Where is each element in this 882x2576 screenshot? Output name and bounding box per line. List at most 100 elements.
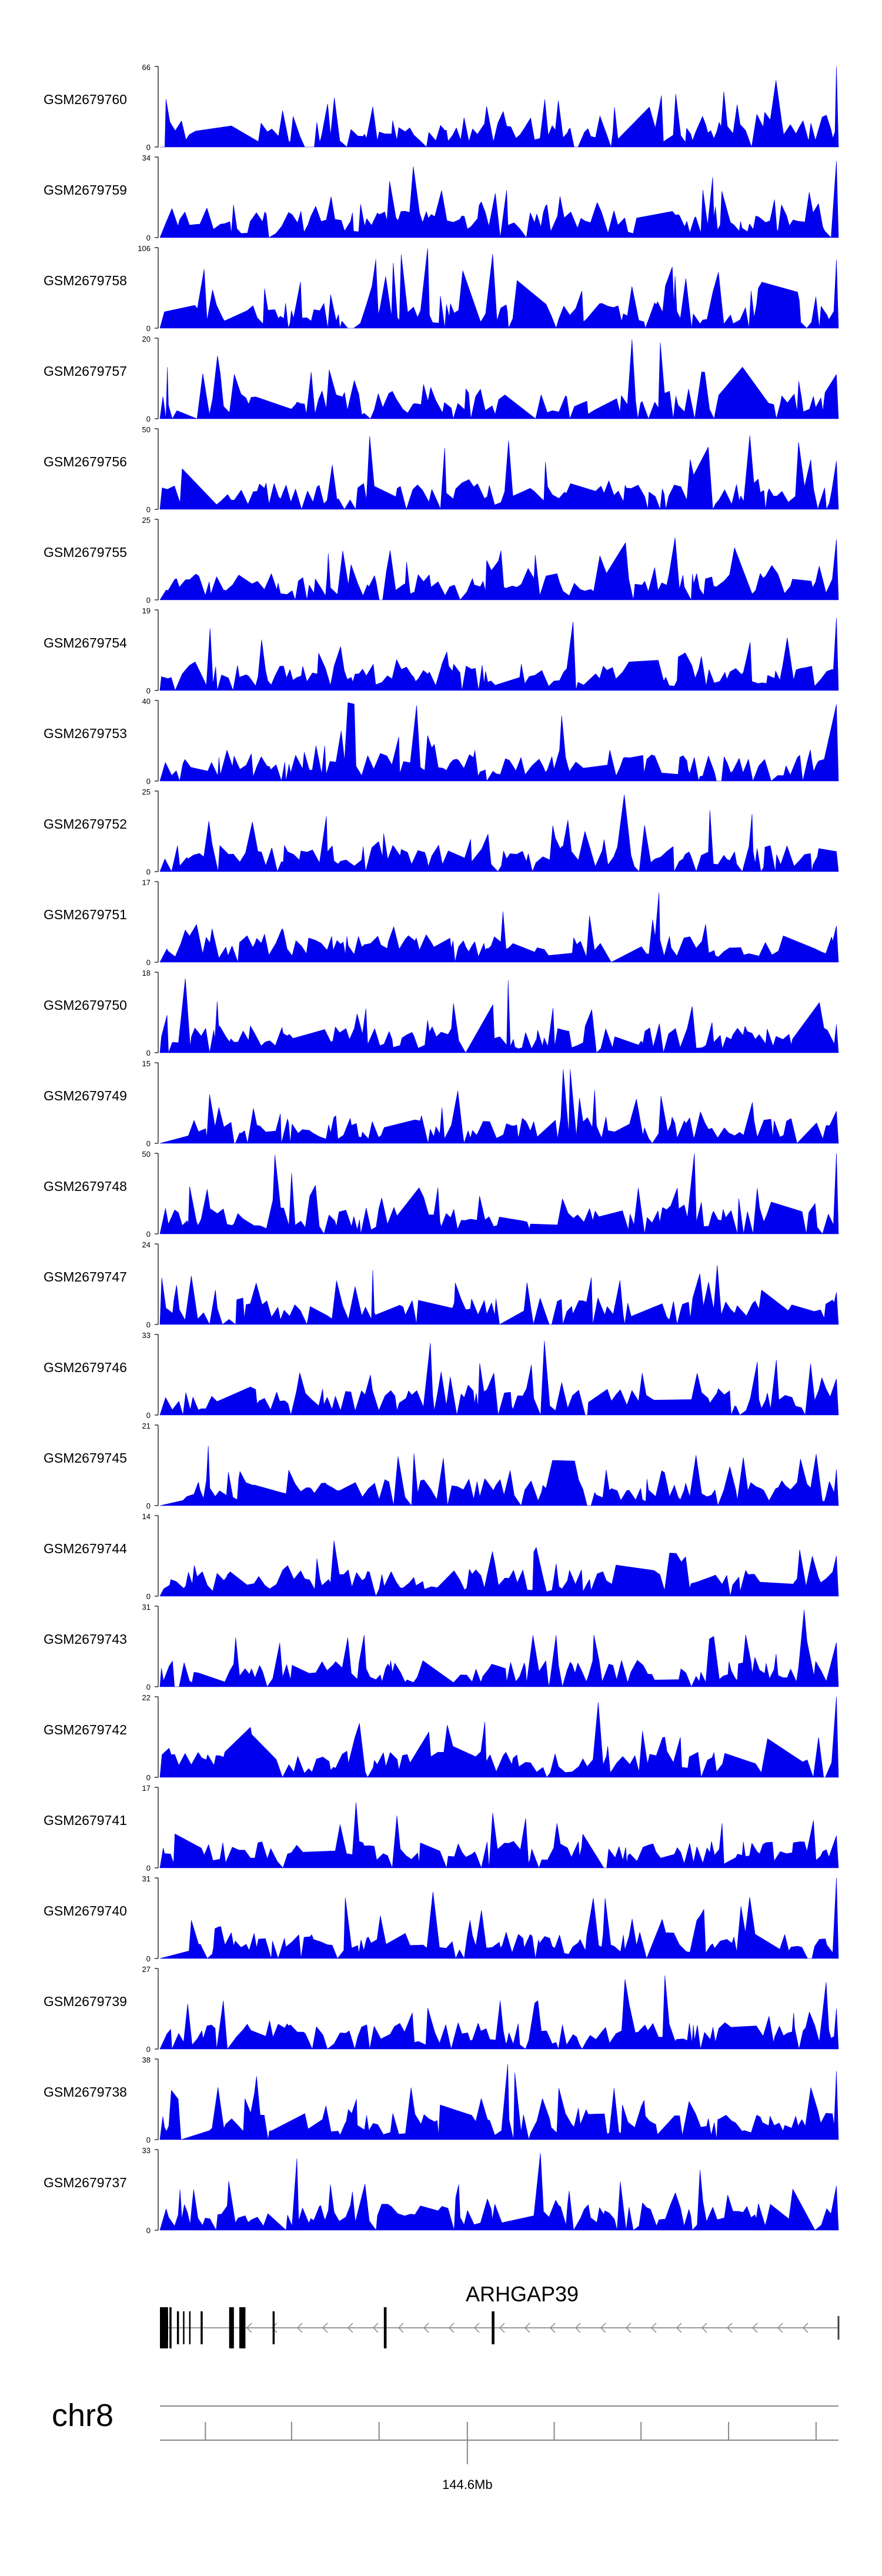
y-min-label: 0 [146,1049,151,1057]
track-label: GSM2679745 [44,1450,127,1466]
coverage-track: GSM2679737 33 0 [44,2146,839,2235]
y-min-label: 0 [146,324,151,333]
coverage-track: GSM2679757 20 0 [44,335,839,423]
strand-arrow [448,2323,455,2333]
strand-arrow [246,2323,252,2333]
strand-arrow [271,2323,278,2333]
track-label: GSM2679751 [44,907,127,922]
y-max-label: 14 [142,1512,151,1521]
coverage-track: GSM2679745 21 0 [44,1422,839,1510]
coverage-area [159,1446,839,1506]
track-label: GSM2679743 [44,1631,127,1647]
y-max-label: 66 [142,63,151,72]
coverage-area [159,1696,839,1778]
gene-exon [272,2311,275,2344]
coverage-area [159,1802,839,1868]
y-min-label: 0 [146,596,151,605]
y-max-label: 27 [142,1965,151,1974]
strand-arrow [701,2323,707,2333]
y-max-label: 25 [142,516,151,525]
gene-model [160,2307,840,2348]
track-label: GSM2679737 [44,2175,127,2190]
y-max-label: 33 [142,1331,151,1340]
coverage-track: GSM2679744 14 0 [44,1512,839,1601]
strand-arrow [397,2323,404,2333]
coverage-track: GSM2679749 15 0 [44,1059,839,1148]
strand-arrow [322,2323,328,2333]
track-label: GSM2679753 [44,726,127,741]
strand-arrow [751,2323,758,2333]
gene-exon [189,2311,191,2344]
track-label: GSM2679756 [44,454,127,469]
gene-exon [176,2311,179,2344]
coverage-track: GSM2679759 34 0 [44,154,839,242]
strand-arrow [650,2323,657,2333]
coverage-track: GSM2679740 31 0 [44,1874,839,1963]
coverage-track: GSM2679753 40 0 [44,697,839,786]
coverage-area [159,435,839,510]
coverage-track: GSM2679747 24 0 [44,1240,839,1329]
strand-arrow [347,2323,353,2333]
gene-exon [492,2311,495,2344]
track-label: GSM2679752 [44,816,127,832]
chromosome-axis: chr8 144.6Mb [52,2398,838,2492]
strand-arrow [676,2323,682,2333]
coverage-area [159,1877,839,1959]
y-max-label: 17 [142,1784,151,1793]
y-min-label: 0 [146,1954,151,1963]
track-label: GSM2679741 [44,1813,127,1828]
y-max-label: 21 [142,1422,151,1430]
y-min-label: 0 [146,2135,151,2144]
chromosome-label: chr8 [52,2398,113,2433]
y-max-label: 31 [142,1603,151,1611]
track-label: GSM2679742 [44,1722,127,1737]
y-max-label: 50 [142,425,151,434]
y-max-label: 33 [142,2146,151,2155]
gene-track: ARHGAP39 [160,2282,840,2348]
strand-arrow [574,2323,581,2333]
coverage-area [159,2153,839,2231]
strand-arrow [600,2323,606,2333]
strand-arrow [777,2323,783,2333]
track-label: GSM2679748 [44,1179,127,1194]
coverage-area [159,248,839,329]
x-axis-tick-label: 144.6Mb [442,2477,493,2492]
track-label: GSM2679749 [44,1088,127,1103]
y-min-label: 0 [146,415,151,423]
y-min-label: 0 [146,1230,151,1239]
strand-arrow [296,2323,303,2333]
strand-arrow [524,2323,530,2333]
gene-exon [201,2311,203,2344]
coverage-track: GSM2679752 25 0 [44,788,839,876]
y-min-label: 0 [146,1320,151,1329]
coverage-area [159,2064,839,2140]
coverage-area [159,702,839,782]
y-max-label: 34 [142,154,151,162]
coverage-area [159,339,839,419]
track-label: GSM2679757 [44,363,127,379]
coverage-area [159,1540,839,1597]
y-max-label: 25 [142,788,151,796]
coverage-track: GSM2679760 66 0 [44,63,839,152]
track-label: GSM2679747 [44,1269,127,1284]
y-max-label: 15 [142,1059,151,1068]
coverage-area [159,1610,839,1687]
gene-exon [239,2307,246,2348]
strand-arrow [726,2323,733,2333]
y-min-label: 0 [146,2226,151,2235]
y-max-label: 24 [142,1240,151,1249]
strand-arrow [625,2323,632,2333]
coverage-track: GSM2679741 17 0 [44,1784,839,1873]
y-min-label: 0 [146,1683,151,1691]
y-min-label: 0 [146,2045,151,2054]
y-min-label: 0 [146,777,151,786]
strand-arrow [802,2323,808,2333]
coverage-track: GSM2679748 50 0 [44,1150,839,1239]
y-min-label: 0 [146,233,151,242]
track-label: GSM2679739 [44,1994,127,2009]
y-min-label: 0 [146,1411,151,1420]
coverage-track: GSM2679751 17 0 [44,878,839,967]
gene-exon [183,2311,185,2344]
coverage-track: GSM2679758 106 0 [44,244,839,333]
y-min-label: 0 [146,867,151,876]
